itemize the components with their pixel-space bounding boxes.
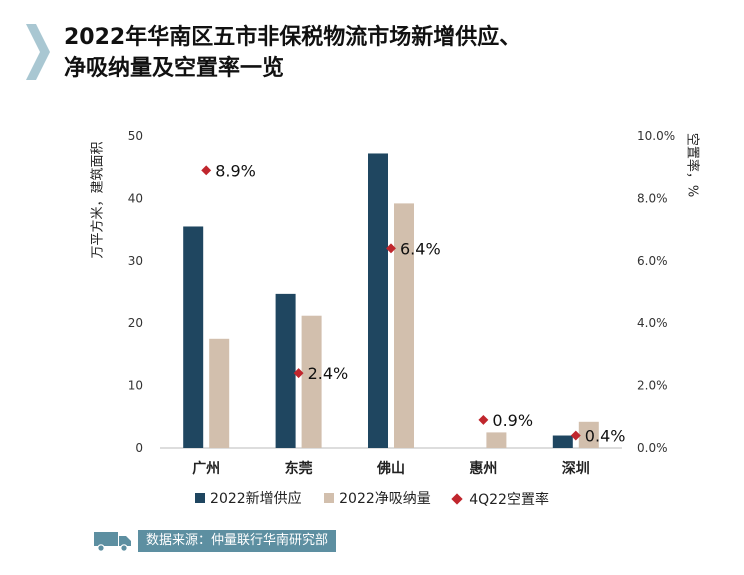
- legend-item-absorption: 2022净吸纳量: [324, 488, 431, 508]
- vacancy-data-label: 0.9%: [492, 411, 533, 430]
- y-tick-right: 2.0%: [637, 379, 668, 393]
- y-tick-left: 30: [128, 254, 143, 268]
- x-tick-label: 东莞: [285, 460, 313, 477]
- source-text: 数据来源：仲量联行华南研究部: [138, 530, 337, 552]
- bar-absorption: [578, 421, 599, 448]
- source-note: 数据来源：仲量联行华南研究部: [94, 530, 344, 552]
- y-tick-right: 10.0%: [637, 129, 675, 143]
- y-tick-left: 40: [128, 191, 143, 205]
- vacancy-marker: [478, 414, 489, 425]
- vacancy-marker: [386, 243, 396, 254]
- legend: 2022新增供应 2022净吸纳量 4Q22空置率: [0, 488, 744, 509]
- y-tick-right: 4.0%: [637, 316, 668, 330]
- title-chevron-icon: [26, 24, 50, 80]
- x-tick-label: 深圳: [562, 460, 590, 477]
- legend-label-vacancy: 4Q22空置率: [469, 492, 549, 508]
- vacancy-data-label: 6.4%: [400, 239, 441, 258]
- bar-supply: [183, 226, 204, 448]
- vacancy-marker: [201, 165, 212, 176]
- legend-item-vacancy: 4Q22空置率: [451, 489, 549, 509]
- legend-swatch-absorption: [324, 493, 335, 503]
- vacancy-data-label: 2.4%: [308, 364, 349, 383]
- legend-swatch-supply: [195, 493, 206, 503]
- truck-icon: [94, 532, 131, 552]
- vacancy-marker: [293, 368, 304, 379]
- chart-title-line2: 净吸纳量及空置率一览: [64, 56, 285, 81]
- y-axis-title-left: 万平方米，建筑面积: [90, 141, 106, 259]
- x-tick-label: 惠州: [469, 460, 497, 477]
- x-tick-label: 佛山: [376, 460, 405, 477]
- y-tick-right: 6.0%: [637, 254, 668, 268]
- bar-absorption: [486, 432, 507, 448]
- vacancy-data-label: 8.9%: [215, 161, 256, 180]
- y-tick-left: 10: [128, 379, 143, 393]
- bar-absorption: [301, 315, 322, 448]
- y-tick-right: 8.0%: [637, 191, 668, 205]
- y-axis-title-right: 空置率，%: [684, 132, 700, 198]
- bar-supply: [275, 293, 296, 448]
- legend-item-supply: 2022新增供应: [195, 488, 302, 508]
- y-tick-left: 20: [128, 316, 143, 330]
- y-tick-left: 50: [128, 129, 143, 143]
- legend-label-absorption: 2022净吸纳量: [339, 491, 431, 507]
- vacancy-marker: [570, 430, 581, 441]
- y-tick-right: 0.0%: [637, 441, 668, 455]
- legend-swatch-vacancy: [451, 493, 463, 505]
- chart-title: 2022年华南区五市非保税物流市场新增供应、 净吸纳量及空置率一览: [64, 22, 724, 84]
- vacancy-data-label: 0.4%: [585, 427, 626, 446]
- bar-supply: [368, 153, 388, 449]
- x-tick-label: 广州: [192, 460, 220, 477]
- bar-absorption: [209, 338, 230, 448]
- bar-absorption: [394, 203, 414, 448]
- bar-supply: [552, 435, 573, 448]
- y-tick-left: 0: [135, 441, 143, 455]
- chart-title-line1: 2022年华南区五市非保税物流市场新增供应、: [64, 25, 522, 50]
- legend-label-supply: 2022新增供应: [210, 491, 302, 507]
